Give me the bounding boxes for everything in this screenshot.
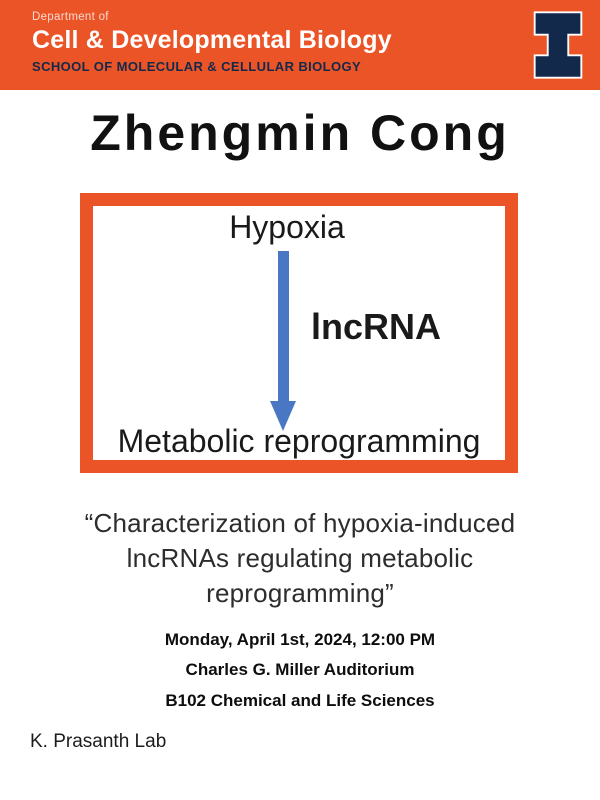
illinois-block-i-logo <box>533 11 583 79</box>
school-name: SCHOOL OF MOLECULAR & CELLULAR BIOLOGY <box>32 59 362 74</box>
event-venue: Charles G. Miller Auditorium <box>185 660 415 680</box>
department-header-text: Department of Cell & Developmental Biolo… <box>32 11 392 74</box>
diagram-arrow-label: lncRNA <box>311 306 442 347</box>
event-room: B102 Chemical and Life Sciences <box>165 690 435 710</box>
hypoxia-diagram: Hypoxia lncRNA Metabolic reprogramming <box>93 206 505 460</box>
diagram-top-label: Hypoxia <box>229 209 345 245</box>
diagram-bottom-label: Metabolic reprogramming <box>117 423 481 459</box>
event-details: Monday, April 1st, 2024, 12:00 PM Charle… <box>0 625 600 716</box>
department-header-band: Department of Cell & Developmental Biolo… <box>0 0 600 90</box>
speaker-name: Zhengmin Cong <box>90 105 510 161</box>
talk-title: “Characterization of hypoxia-induced lnc… <box>84 508 516 609</box>
event-datetime: Monday, April 1st, 2024, 12:00 PM <box>164 630 436 649</box>
down-arrow-icon <box>270 251 296 431</box>
department-prefix: Department of <box>32 11 109 23</box>
lab-credit: K. Prasanth Lab <box>30 731 167 752</box>
department-name: Cell & Developmental Biology <box>32 26 392 54</box>
hypoxia-diagram-box: Hypoxia lncRNA Metabolic reprogramming <box>80 193 518 473</box>
